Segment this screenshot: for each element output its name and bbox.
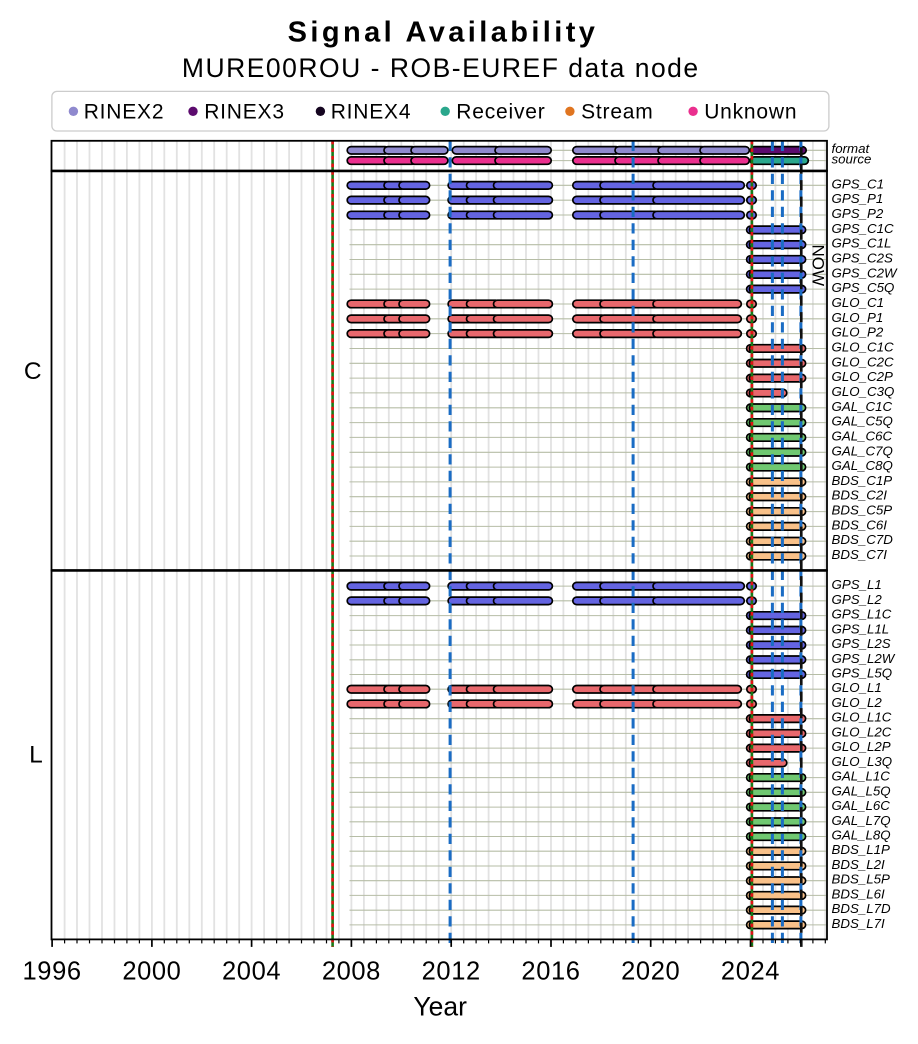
svg-text:2000: 2000 [122,958,181,986]
svg-text:GPS_L1C: GPS_L1C [832,607,892,622]
svg-text:GPS_C2S: GPS_C2S [832,251,893,266]
svg-text:GPS_L1L: GPS_L1L [832,621,890,636]
svg-text:GAL_L5Q: GAL_L5Q [832,783,891,798]
svg-text:BDS_C7I: BDS_C7I [832,547,888,562]
svg-text:C: C [24,358,42,385]
svg-text:GAL_L1C: GAL_L1C [832,769,891,784]
svg-text:GLO_L3Q: GLO_L3Q [832,754,893,769]
svg-text:GPS_L2W: GPS_L2W [832,651,896,666]
svg-text:GPS_C5Q: GPS_C5Q [832,280,895,295]
svg-text:GLO_C2C: GLO_C2C [832,354,894,369]
svg-text:GAL_C8Q: GAL_C8Q [832,458,893,473]
svg-text:GAL_C1C: GAL_C1C [832,399,893,414]
svg-text:GLO_C2P: GLO_C2P [832,369,893,384]
svg-text:RINEX2: RINEX2 [84,101,165,124]
svg-text:Signal Availability: Signal Availability [288,17,599,49]
svg-text:GLO_C1: GLO_C1 [832,295,884,310]
svg-text:L: L [29,742,43,769]
svg-text:GPS_C2W: GPS_C2W [832,265,898,280]
svg-text:GAL_L6C: GAL_L6C [832,798,891,813]
svg-text:BDS_L1P: BDS_L1P [832,842,891,857]
svg-text:GAL_C5Q: GAL_C5Q [832,414,893,429]
svg-text:BDS_L6I: BDS_L6I [832,886,886,901]
svg-text:BDS_C1P: BDS_C1P [832,473,893,488]
svg-text:GPS_L5Q: GPS_L5Q [832,666,893,681]
svg-text:BDS_C7D: BDS_C7D [832,532,894,547]
svg-text:source: source [832,152,872,167]
svg-text:BDS_C6I: BDS_C6I [832,517,888,532]
svg-text:GPS_P2: GPS_P2 [832,206,884,221]
svg-text:GAL_L8Q: GAL_L8Q [832,828,891,843]
svg-text:2004: 2004 [222,958,281,986]
svg-text:Year: Year [413,992,467,1022]
svg-text:2012: 2012 [422,958,481,986]
svg-text:Unknown: Unknown [704,101,797,124]
svg-text:GPS_C1L: GPS_C1L [832,236,892,251]
svg-text:Stream: Stream [581,101,654,124]
svg-text:RINEX3: RINEX3 [204,101,285,124]
svg-text:2016: 2016 [521,958,580,986]
svg-text:1996: 1996 [23,958,82,986]
svg-text:GLO_L2C: GLO_L2C [832,724,892,739]
svg-text:GLO_P2: GLO_P2 [832,325,884,340]
svg-text:GLO_P1: GLO_P1 [832,310,884,325]
svg-text:NOW: NOW [809,245,828,287]
svg-text:GPS_C1C: GPS_C1C [832,221,894,236]
svg-text:2024: 2024 [721,958,780,986]
svg-text:GPS_L2: GPS_L2 [832,592,883,607]
svg-text:GAL_L7Q: GAL_L7Q [832,813,891,828]
svg-text:RINEX4: RINEX4 [331,101,412,124]
svg-text:GPS_P1: GPS_P1 [832,191,884,206]
svg-text:GAL_C6C: GAL_C6C [832,428,893,443]
svg-text:2020: 2020 [621,958,680,986]
svg-text:GPS_C1: GPS_C1 [832,176,884,191]
svg-text:GAL_C7Q: GAL_C7Q [832,443,893,458]
svg-text:BDS_C5P: BDS_C5P [832,503,893,518]
svg-text:GPS_L2S: GPS_L2S [832,636,891,651]
svg-text:BDS_L7I: BDS_L7I [832,916,886,931]
svg-text:GLO_L2P: GLO_L2P [832,739,891,754]
svg-text:2008: 2008 [322,958,381,986]
svg-text:format: format [832,141,871,156]
svg-text:BDS_C2I: BDS_C2I [832,488,888,503]
svg-text:GLO_C1C: GLO_C1C [832,340,894,355]
svg-text:GLO_L2: GLO_L2 [832,695,883,710]
svg-text:BDS_L5P: BDS_L5P [832,872,891,887]
svg-text:GLO_C3Q: GLO_C3Q [832,384,895,399]
svg-text:GLO_L1: GLO_L1 [832,680,882,695]
svg-text:Receiver: Receiver [456,101,545,124]
svg-text:GLO_L1C: GLO_L1C [832,710,892,725]
svg-text:GPS_L1: GPS_L1 [832,577,882,592]
svg-text:MURE00ROU - ROB-EUREF data nod: MURE00ROU - ROB-EUREF data node [182,53,700,83]
svg-text:BDS_L7D: BDS_L7D [832,901,892,916]
svg-text:BDS_L2I: BDS_L2I [832,857,886,872]
